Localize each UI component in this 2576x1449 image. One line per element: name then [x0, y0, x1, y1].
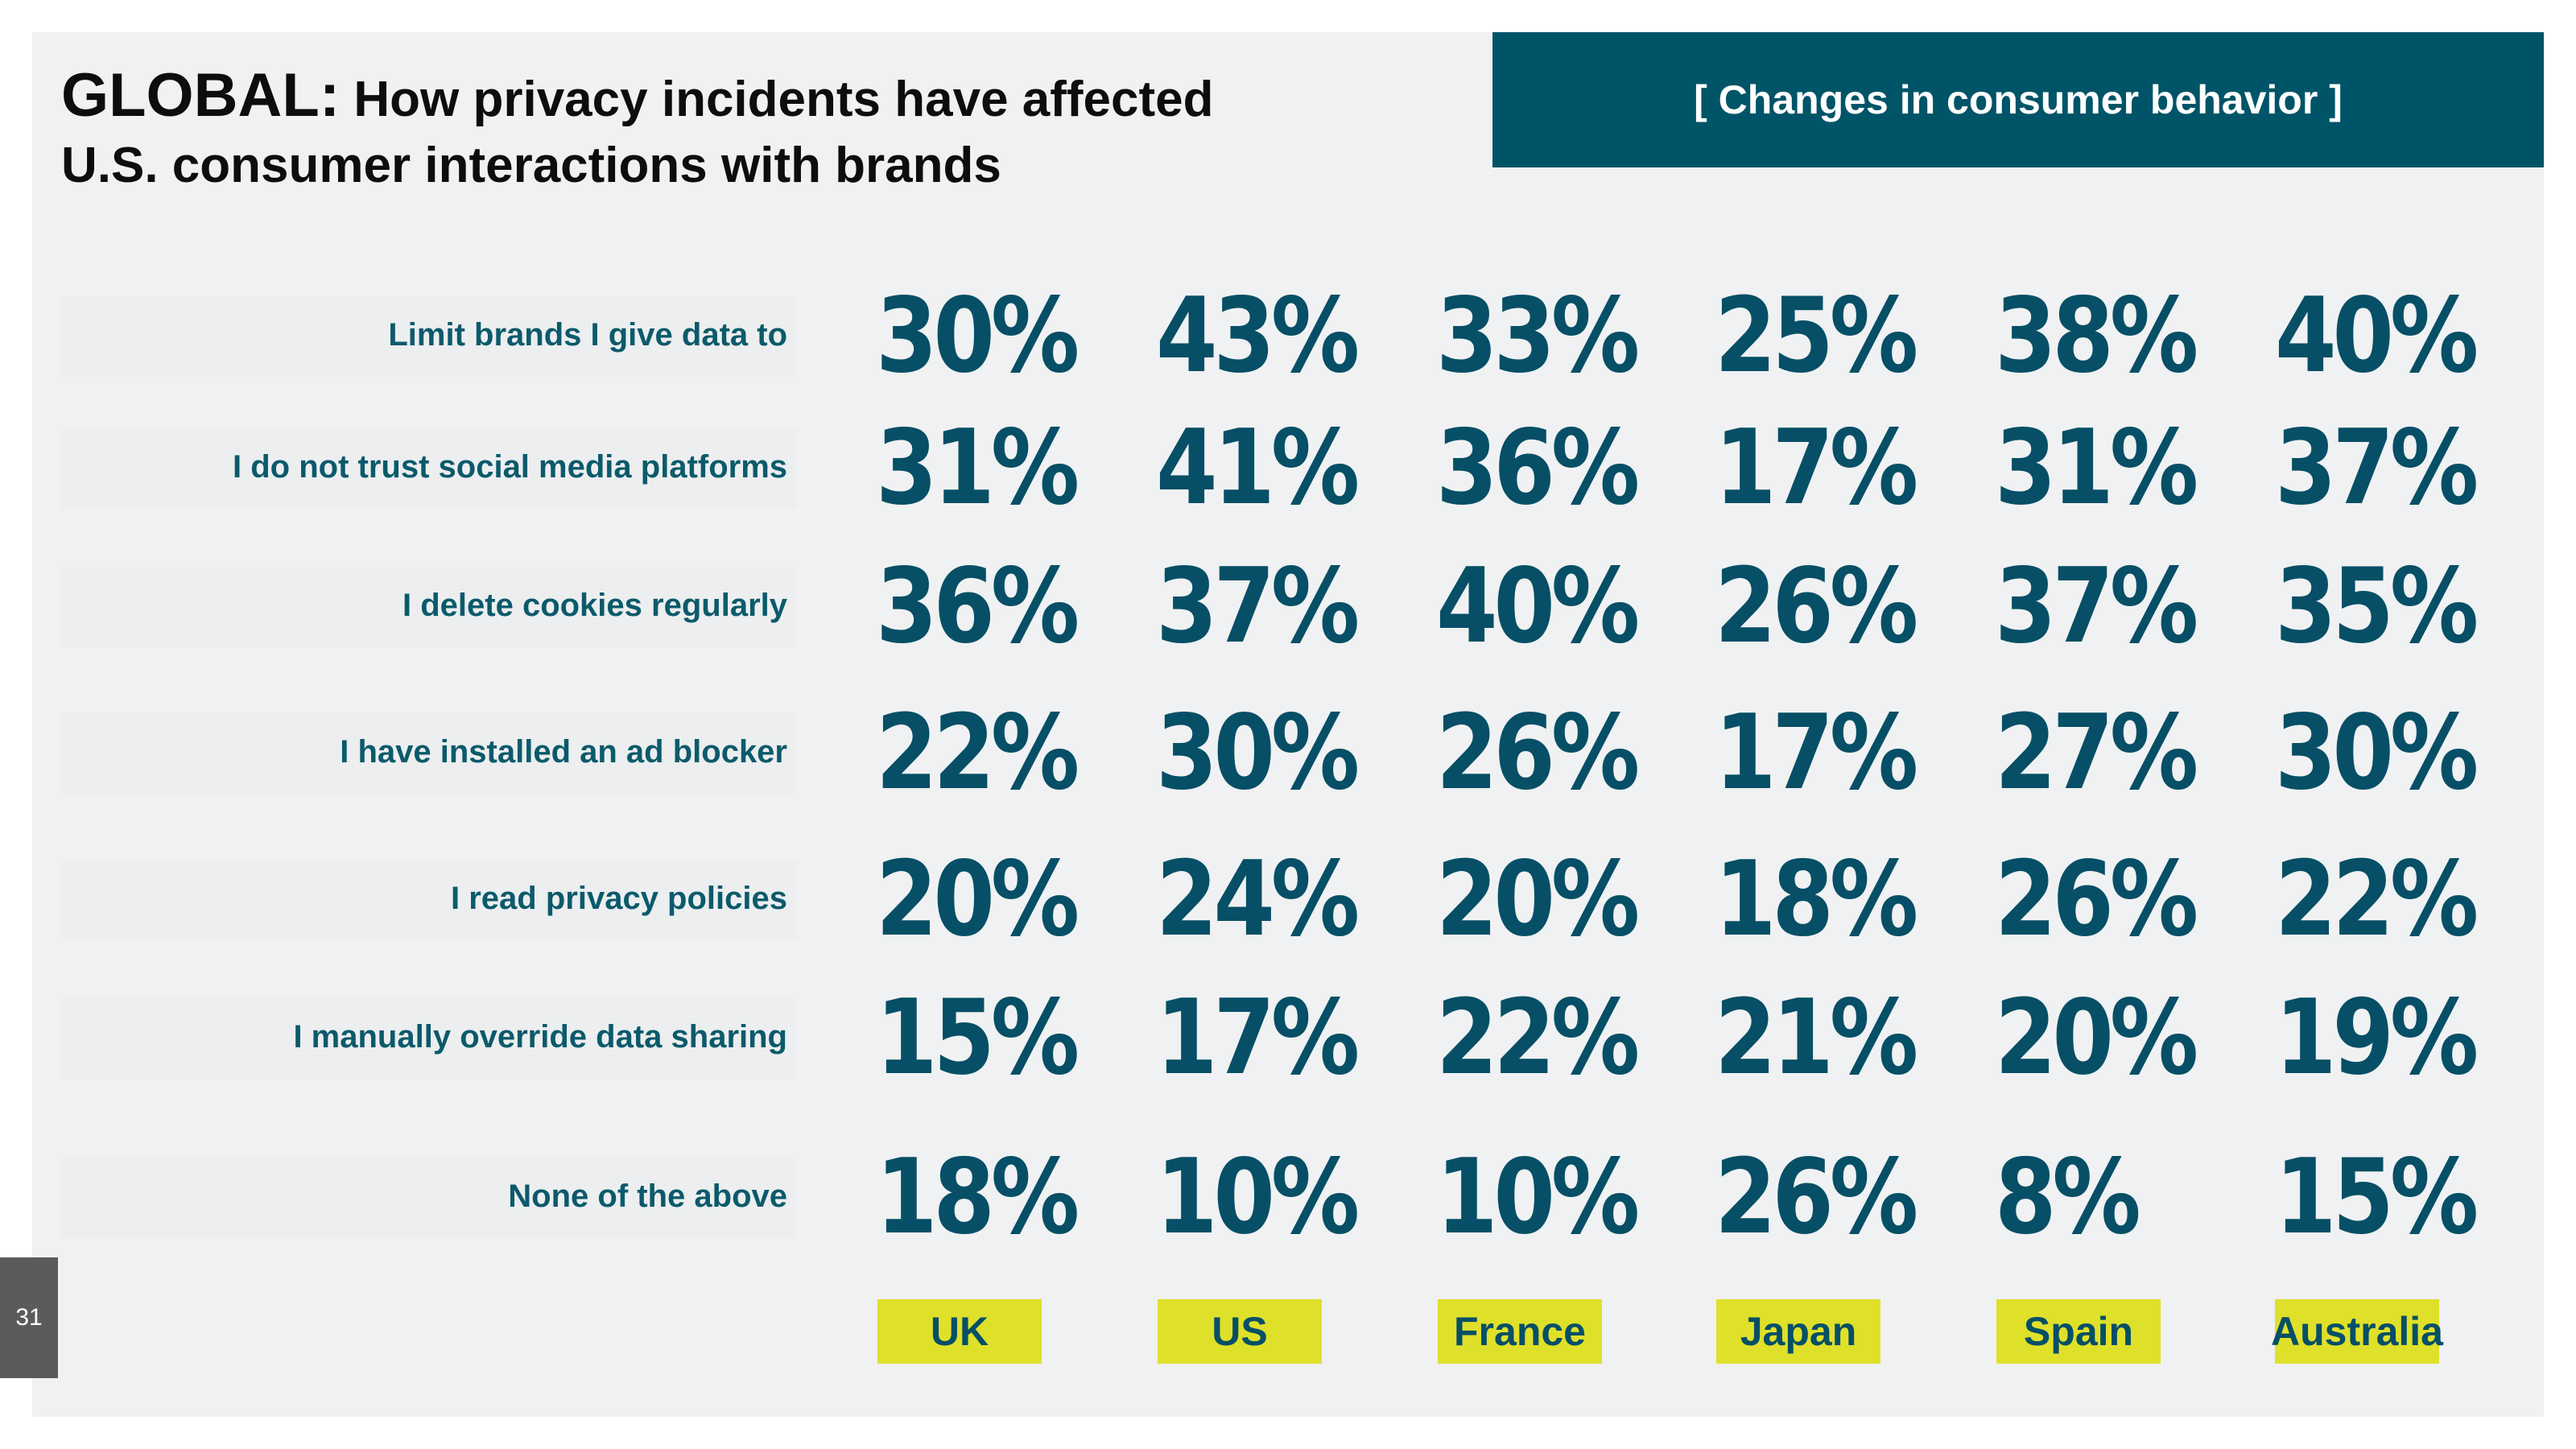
- value-cell: 37%: [1156, 547, 1360, 667]
- value-cell: 15%: [876, 978, 1080, 1098]
- value-cell: 24%: [1156, 840, 1360, 960]
- title-lead: GLOBAL:: [61, 61, 341, 130]
- value-cell: 36%: [1436, 408, 1640, 528]
- value-cell: 10%: [1436, 1137, 1640, 1257]
- value-cell: 26%: [1995, 840, 2198, 960]
- value-cell: 30%: [1156, 693, 1360, 813]
- value-cell: 22%: [876, 693, 1080, 813]
- value-cell: 20%: [876, 840, 1080, 960]
- value-cell: 21%: [1715, 978, 1918, 1098]
- value-cell: 15%: [2275, 1137, 2479, 1257]
- country-label: UK: [877, 1299, 1042, 1364]
- row-label: Limit brands I give data to: [388, 317, 787, 353]
- row-background: [61, 296, 797, 377]
- value-cell: 41%: [1156, 408, 1360, 528]
- value-cell: 31%: [876, 408, 1080, 528]
- row-label: I have installed an ad blocker: [340, 734, 787, 770]
- row-background: [61, 860, 797, 940]
- value-cell: 20%: [1436, 840, 1640, 960]
- title-rest: How privacy incidents have affected: [340, 72, 1214, 127]
- value-cell: 18%: [876, 1137, 1080, 1257]
- value-cell: 43%: [1156, 276, 1360, 396]
- value-cell: 30%: [2275, 693, 2479, 813]
- country-label: Australia: [2271, 1299, 2443, 1364]
- value-cell: 38%: [1995, 276, 2198, 396]
- value-cell: 37%: [1995, 547, 2198, 667]
- country-label: Japan: [1716, 1299, 1880, 1364]
- value-cell: 10%: [1156, 1137, 1360, 1257]
- value-cell: 37%: [2275, 408, 2479, 528]
- value-cell: 8%: [1995, 1137, 2141, 1257]
- value-cell: 31%: [1995, 408, 2198, 528]
- value-cell: 20%: [1995, 978, 2198, 1098]
- row-background: [61, 567, 797, 647]
- country-label: Spain: [1996, 1299, 2161, 1364]
- title-line2: U.S. consumer interactions with brands: [61, 138, 1001, 193]
- section-banner: [ Changes in consumer behavior ]: [1492, 32, 2544, 167]
- value-cell: 22%: [2275, 840, 2479, 960]
- row-label: I delete cookies regularly: [402, 588, 787, 623]
- value-cell: 26%: [1715, 1137, 1918, 1257]
- value-cell: 35%: [2275, 547, 2479, 667]
- value-cell: 33%: [1436, 276, 1640, 396]
- row-label: I read privacy policies: [451, 881, 787, 916]
- country-label: France: [1438, 1299, 1602, 1364]
- value-cell: 17%: [1715, 408, 1918, 528]
- row-label: None of the above: [508, 1179, 787, 1214]
- value-cell: 36%: [876, 547, 1080, 667]
- value-cell: 30%: [876, 276, 1080, 396]
- row-background: [61, 428, 797, 509]
- row-label: I do not trust social media platforms: [233, 449, 787, 485]
- row-label: I manually override data sharing: [293, 1019, 787, 1055]
- value-cell: 26%: [1715, 547, 1918, 667]
- value-cell: 40%: [1436, 547, 1640, 667]
- value-cell: 27%: [1995, 693, 2198, 813]
- page-number: 31: [0, 1257, 58, 1378]
- value-cell: 22%: [1436, 978, 1640, 1098]
- value-cell: 18%: [1715, 840, 1918, 960]
- value-cell: 17%: [1156, 978, 1360, 1098]
- decorative-chip: [2397, 1417, 2499, 1449]
- row-background: [61, 998, 797, 1079]
- value-cell: 25%: [1715, 276, 1918, 396]
- value-cell: 19%: [2275, 978, 2479, 1098]
- value-cell: 40%: [2275, 276, 2479, 396]
- slide-title: GLOBAL: How privacy incidents have affec…: [61, 63, 1269, 199]
- row-background: [61, 1158, 797, 1238]
- country-label: US: [1158, 1299, 1322, 1364]
- value-cell: 17%: [1715, 693, 1918, 813]
- value-cell: 26%: [1436, 693, 1640, 813]
- row-background: [61, 713, 797, 794]
